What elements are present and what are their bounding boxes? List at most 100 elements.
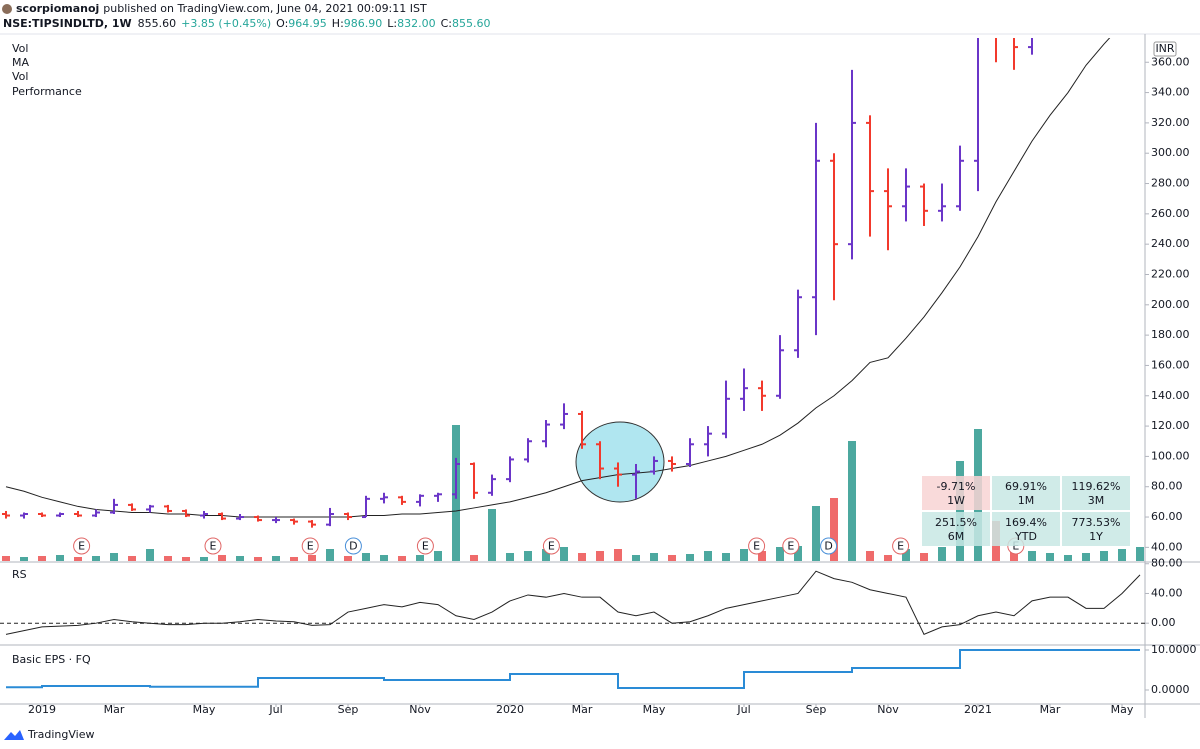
y-tick-label: 160.00 (1151, 358, 1190, 371)
event-label: E (548, 540, 555, 553)
volume-bar (830, 498, 838, 561)
y-tick-label: 0.0000 (1151, 683, 1190, 696)
volume-bar (794, 546, 802, 561)
volume-bar (1118, 549, 1126, 561)
volume-bar (776, 547, 784, 561)
volume-bar (470, 555, 478, 561)
volume-bar (110, 553, 118, 561)
volume-bar (1028, 551, 1036, 561)
y-tick-label: 240.00 (1151, 237, 1190, 250)
volume-bar (380, 555, 388, 561)
volume-bar (740, 549, 748, 561)
y-tick-label: 40.00 (1151, 586, 1183, 599)
y-tick-label: 200.00 (1151, 298, 1190, 311)
performance-period: 3M (1088, 494, 1105, 507)
ohlc-key: C: (441, 17, 452, 30)
y-tick-label: 100.00 (1151, 449, 1190, 462)
volume-bar (326, 549, 334, 561)
volume-bar (650, 553, 658, 561)
y-tick-label: 280.00 (1151, 177, 1190, 190)
volume-bar (308, 555, 316, 561)
volume-bar (38, 556, 46, 561)
volume-bar (902, 549, 910, 561)
x-tick-label: Sep (806, 703, 827, 716)
volume-bar (686, 554, 694, 561)
volume-bar (218, 555, 226, 561)
event-marker (892, 537, 910, 555)
pane-label: Vol (12, 70, 28, 83)
event-marker (301, 537, 319, 555)
ohlc-value: 855.60 (452, 17, 491, 30)
volume-bar (758, 551, 766, 561)
published: published on TradingView.com, June 04, 2… (103, 2, 427, 15)
performance-cell (922, 512, 990, 546)
header-line: scorpiomanoj published on TradingView.com… (16, 2, 427, 15)
event-marker (542, 537, 560, 555)
footer: TradingView (27, 728, 94, 741)
moving-average (5, 38, 1111, 518)
performance-value: 251.5% (935, 516, 977, 529)
x-tick-label: Sep (338, 703, 359, 716)
x-tick-label: Nov (877, 703, 899, 716)
y-tick-label: 260.00 (1151, 207, 1190, 220)
unit: INR (1155, 42, 1174, 55)
volume-bar (542, 549, 550, 561)
volume-bar (146, 549, 154, 561)
volume-bar (596, 551, 604, 561)
volume-bar (344, 556, 352, 561)
y-tick-label: 10.0000 (1151, 643, 1197, 656)
volume-bar (74, 557, 82, 561)
x-tick-label: 2021 (964, 703, 992, 716)
event-label: E (307, 540, 314, 553)
volume-bar (398, 556, 406, 561)
ohlc-key: H: (332, 17, 344, 30)
volume-bar (362, 553, 370, 561)
performance-cell (992, 476, 1060, 510)
performance-value: 69.91% (1005, 480, 1047, 493)
performance-value: -9.71% (937, 480, 976, 493)
performance-period: 1W (947, 494, 965, 507)
logo (4, 730, 24, 740)
y-tick-label: 0.00 (1151, 616, 1176, 629)
y-tick-label: 80.00 (1151, 557, 1183, 570)
volume-bar (956, 461, 964, 561)
pane-label: Vol (12, 42, 28, 55)
event-label: E (78, 540, 85, 553)
volume-bar (722, 553, 730, 561)
performance-value: 119.62% (1072, 480, 1121, 493)
volume-bar (632, 555, 640, 561)
volume-bar (1046, 553, 1054, 561)
ohlc-value: 832.00 (397, 17, 436, 30)
volume-bar (1082, 553, 1090, 561)
volume-bar (92, 556, 100, 561)
volume-bar (416, 555, 424, 561)
event-label: D (824, 540, 832, 553)
volume-bar (560, 547, 568, 561)
volume-bar (434, 551, 442, 561)
volume-bar (290, 557, 298, 561)
volume-bar (1064, 555, 1072, 561)
volume-bar (866, 551, 874, 561)
volume-bar (272, 556, 280, 561)
ohlc-key: L: (387, 17, 397, 30)
event-marker (73, 537, 91, 555)
event-marker (416, 537, 434, 555)
performance-cell (1062, 512, 1130, 546)
volume-bar (254, 557, 262, 561)
volume-bar (200, 557, 208, 561)
x-tick-label: Jul (268, 703, 282, 716)
volume-bar (920, 553, 928, 561)
volume-bar (704, 551, 712, 561)
avatar (2, 4, 12, 14)
x-tick-label: Mar (572, 703, 593, 716)
y-tick-label: 180.00 (1151, 328, 1190, 341)
volume-bar (128, 556, 136, 561)
x-tick-label: 2020 (496, 703, 524, 716)
performance-cell (922, 476, 990, 510)
volume-bar (182, 557, 190, 561)
x-tick-label: 2019 (28, 703, 56, 716)
volume-bar (884, 555, 892, 561)
event-label: E (210, 540, 217, 553)
pane-label: RS (12, 568, 27, 581)
